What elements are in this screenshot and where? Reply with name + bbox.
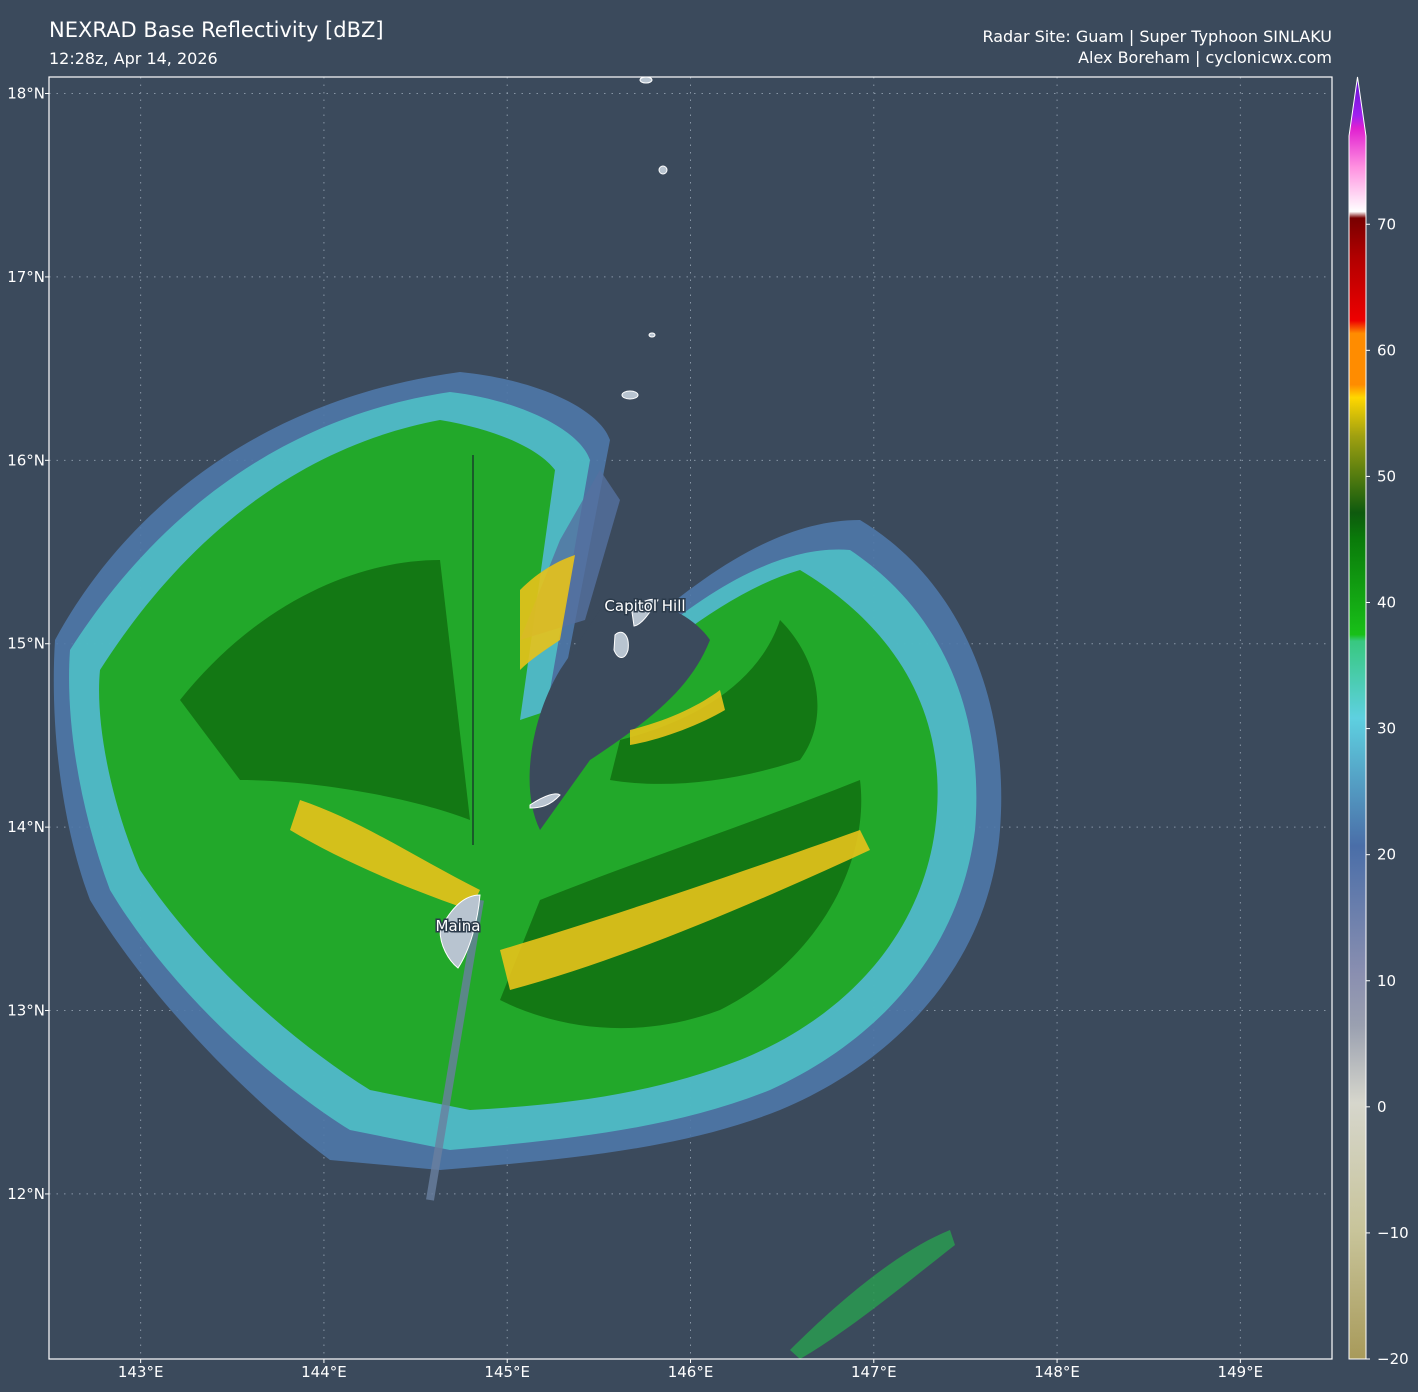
radar-artifact	[426, 899, 484, 1201]
place-label: Maina	[436, 917, 481, 935]
colorbar-tick-label: 10	[1377, 972, 1396, 990]
x-tick-label: 147°E	[851, 1363, 897, 1381]
islands	[439, 77, 668, 969]
title: NEXRAD Base Reflectivity [dBZ]	[49, 18, 384, 42]
credit-label: Alex Boreham | cyclonicwx.com	[1078, 48, 1332, 67]
colorbar-tick-label: 30	[1377, 720, 1396, 738]
y-tick-label: 18°N	[7, 85, 45, 103]
colorbar-tick-label: 50	[1377, 467, 1396, 485]
echo-outer-band	[790, 1230, 955, 1359]
colorbar-tick-label: 20	[1377, 846, 1396, 864]
colorbar-tick-label: 60	[1377, 341, 1396, 359]
echo-core	[290, 555, 870, 990]
y-tick-label: 16°N	[7, 451, 45, 469]
colorbar-tick-label: −20	[1377, 1350, 1409, 1368]
y-tick-label: 12°N	[7, 1185, 45, 1203]
radar-echoes	[53, 77, 1002, 1359]
site-label: Radar Site: Guam | Super Typhoon SINLAKU	[982, 27, 1332, 46]
x-tick-label: 146°E	[668, 1363, 714, 1381]
x-tick-label: 148°E	[1034, 1363, 1080, 1381]
x-tick-label: 149°E	[1218, 1363, 1264, 1381]
y-tick-label: 15°N	[7, 635, 45, 653]
y-tick-label: 17°N	[7, 268, 45, 286]
y-tick-label: 13°N	[7, 1002, 45, 1020]
x-tick-label: 145°E	[484, 1363, 530, 1381]
colorbar-tick-label: −10	[1377, 1224, 1409, 1242]
echo-eye	[529, 601, 710, 830]
subtitle: 12:28z, Apr 14, 2026	[49, 49, 218, 68]
x-tick-label: 143°E	[118, 1363, 164, 1381]
colorbar-bar	[1348, 76, 1367, 1360]
colorbar-tick-label: 70	[1377, 215, 1396, 233]
colorbar: −20 −10 0 10 20 30 40 50 60 70	[1348, 76, 1409, 1368]
y-tick-label: 14°N	[7, 818, 45, 836]
x-tick-label: 144°E	[301, 1363, 347, 1381]
colorbar-tick-label: 0	[1377, 1098, 1387, 1116]
colorbar-tick-label: 40	[1377, 594, 1396, 612]
place-label: Capitol Hill	[604, 597, 685, 615]
